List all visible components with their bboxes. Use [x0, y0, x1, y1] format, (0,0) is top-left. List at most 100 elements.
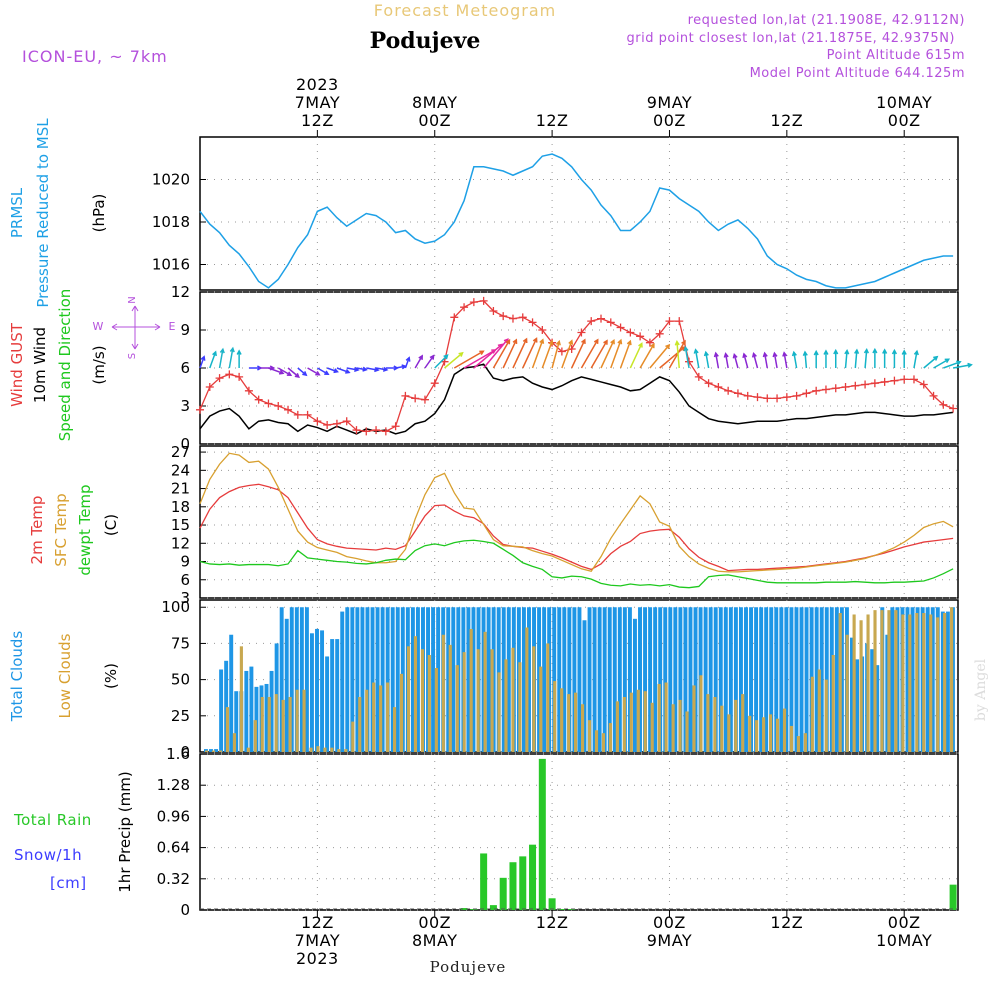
low-cloud-bar: [762, 717, 766, 752]
total-cloud-bar: [693, 607, 698, 752]
total-cloud-bar: [708, 607, 713, 752]
wind-arrowhead: [405, 356, 411, 362]
low-cloud-bar: [574, 692, 578, 752]
wind-arrowhead: [742, 352, 748, 359]
model-altitude: Model Point Altitude 644.125m: [750, 66, 965, 81]
low-cloud-bar: [379, 685, 383, 752]
low-cloud-bar: [386, 682, 390, 752]
total-cloud-bar: [774, 607, 779, 752]
wind-arrowhead: [703, 350, 709, 357]
wind-gust-point: [372, 426, 381, 435]
temp-ylabel-2: SFC Temp: [52, 493, 70, 566]
total-cloud-bar: [905, 607, 910, 752]
wind-gust-point: [420, 395, 429, 404]
wind-arrowhead: [302, 371, 308, 377]
wind-arrowhead: [723, 352, 729, 358]
total-cloud-bar: [749, 607, 754, 752]
total-cloud-bar: [486, 607, 491, 752]
total-cloud-bar: [309, 633, 314, 752]
top-time-label: 12Z: [301, 111, 334, 130]
low-cloud-bar: [406, 646, 411, 752]
gridpoint-coords: grid point closest lon,lat (21.1875E, 42…: [627, 31, 955, 46]
wind-arrowhead: [522, 337, 528, 344]
credit-watermark: by Angel: [973, 658, 989, 721]
wind-arrowhead: [229, 346, 235, 353]
wind-direction-arrow: [395, 365, 406, 369]
wind-gust-point: [508, 314, 517, 323]
low-cloud-bar: [393, 707, 397, 752]
ytick-label-precip: 1.28: [157, 776, 190, 794]
wind-gust-line: [199, 300, 954, 433]
low-cloud-bar: [476, 649, 480, 752]
total-cloud-bar: [587, 607, 592, 752]
wind-gust-point: [391, 422, 400, 431]
low-cloud-bar: [866, 614, 870, 752]
low-cloud-bar: [281, 699, 285, 752]
low-cloud-bar: [434, 668, 438, 752]
wind-gust-point: [274, 402, 283, 410]
low-cloud-bar: [810, 676, 814, 752]
wind-gust-point: [714, 383, 723, 391]
wind-arrowhead: [532, 337, 538, 343]
ytick-label-precip: 0.96: [157, 807, 190, 825]
wind-direction-arrow: [218, 349, 224, 369]
compass-north: N: [127, 296, 138, 303]
wind-arrowhead: [429, 354, 435, 360]
wind-direction-arrow: [610, 340, 622, 369]
low-cloud-bar: [295, 689, 299, 752]
ytick-label-precip: 0.32: [157, 870, 190, 888]
total-cloud-bar: [249, 666, 254, 752]
clouds-unit: (%): [102, 663, 120, 689]
total-cloud-bar: [925, 607, 930, 752]
total-cloud-bar: [471, 607, 476, 752]
total-cloud-bar: [713, 607, 718, 752]
wind-gust-point: [254, 395, 263, 404]
ytick-label-precip: 1.6: [166, 745, 190, 763]
total-cloud-bar: [784, 607, 789, 752]
total-cloud-bar: [370, 607, 375, 752]
wind-direction-arrow: [600, 340, 615, 369]
low-cloud-bar: [789, 725, 794, 752]
wind-arrowhead: [539, 338, 545, 344]
total-cloud-bar: [294, 607, 299, 752]
low-cloud-bar: [532, 646, 536, 752]
total-cloud-bar: [436, 607, 441, 752]
total-cloud-bar: [622, 607, 627, 752]
wind-gust-point: [528, 318, 537, 327]
wind-speeddir-label: Speed and Direction: [56, 289, 74, 442]
low-cloud-bar: [915, 613, 919, 752]
wind-arrowhead: [844, 349, 850, 355]
top-time-label: 2023: [296, 75, 339, 94]
low-cloud-bar: [601, 733, 606, 752]
wind-arrowhead: [212, 350, 217, 357]
low-cloud-bar: [211, 750, 216, 752]
low-cloud-bar: [692, 685, 696, 752]
wind-gust-point: [645, 338, 654, 347]
ytick-label-wind: 9: [180, 321, 190, 339]
wind-arrowhead: [617, 338, 623, 345]
low-cloud-bar: [880, 610, 884, 752]
wind-gust-point: [870, 379, 879, 388]
wind-gust-point: [841, 383, 850, 391]
wind-gust-point: [489, 307, 498, 315]
total-cloud-bar: [738, 607, 743, 752]
wind-arrowhead: [674, 340, 680, 346]
compass-south: S: [127, 353, 138, 359]
low-cloud-bar: [427, 655, 431, 752]
wind-gust-point: [538, 326, 547, 334]
ytick-label-temperature: 18: [171, 498, 190, 516]
wind-gust-point: [861, 380, 870, 389]
wind-arrowhead: [751, 352, 757, 358]
low-cloud-bar: [608, 723, 612, 752]
low-cloud-bar: [267, 696, 271, 752]
total-cloud-bar: [385, 607, 390, 752]
total-cloud-bar: [527, 607, 531, 752]
wind-gust-point: [753, 393, 762, 402]
ytick-label-wind: 0: [180, 435, 190, 453]
wind-gust-point: [597, 314, 606, 323]
wind-gust-point: [381, 427, 390, 436]
clouds-total-label: Total Clouds: [8, 631, 26, 723]
ytick-label-clouds: 75: [171, 634, 190, 652]
low-cloud-bar: [260, 696, 264, 752]
wind-arrowhead: [854, 348, 860, 355]
